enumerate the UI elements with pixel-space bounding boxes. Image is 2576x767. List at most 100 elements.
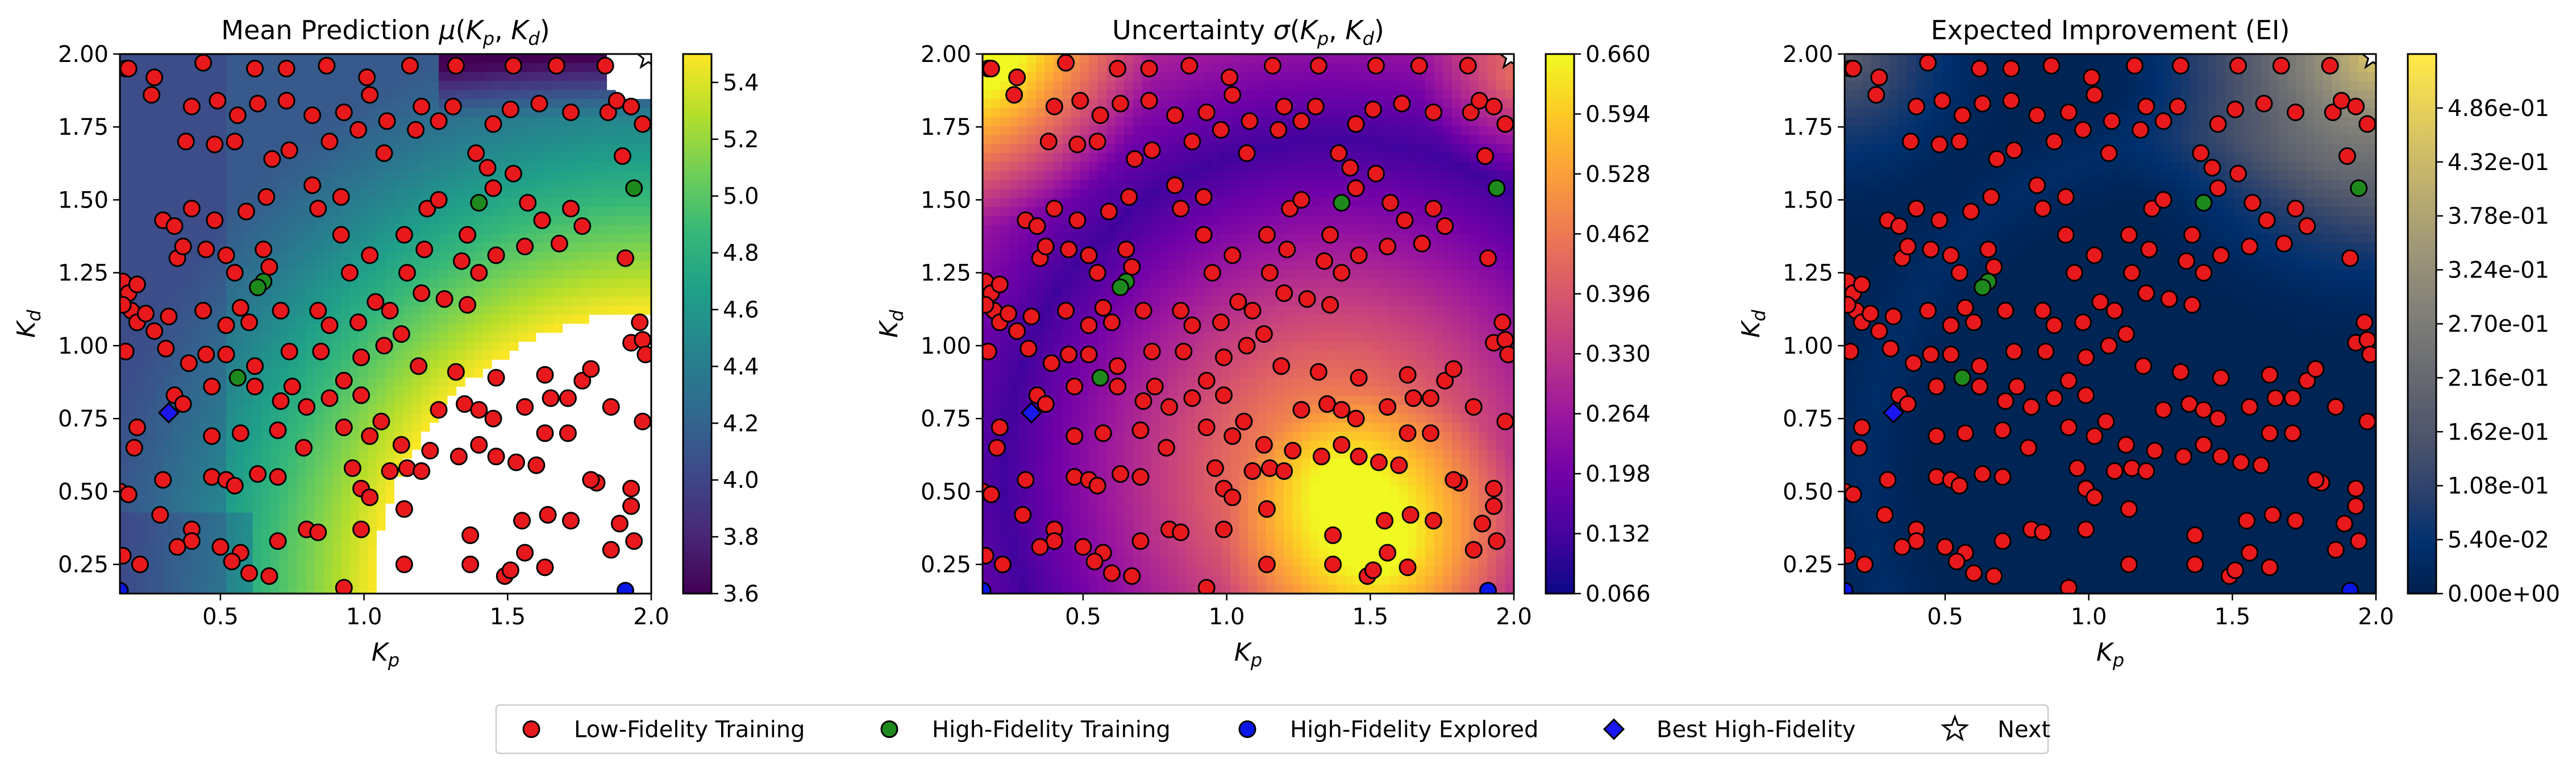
heatmap-cell bbox=[1053, 584, 1063, 594]
heatmap-cell bbox=[1026, 90, 1037, 99]
heatmap-cell bbox=[155, 243, 165, 252]
heatmap-cell bbox=[403, 251, 413, 262]
heatmap-cell bbox=[545, 117, 555, 127]
heatmap-cell bbox=[1018, 234, 1027, 243]
heatmap-cell bbox=[261, 305, 271, 316]
heatmap-cell bbox=[563, 81, 572, 90]
heatmap-cell bbox=[332, 512, 342, 523]
heatmap-cell bbox=[474, 288, 484, 297]
heatmap-cell bbox=[208, 279, 218, 288]
heatmap-cell bbox=[492, 54, 501, 64]
heatmap-cell bbox=[492, 198, 501, 208]
heatmap-cell bbox=[501, 359, 510, 370]
heatmap-cell bbox=[359, 540, 368, 549]
heatmap-cell bbox=[447, 512, 457, 523]
heatmap-cell bbox=[1097, 404, 1107, 414]
heatmap-cell bbox=[430, 566, 439, 576]
heatmap-cell bbox=[607, 566, 617, 576]
heatmap-cell bbox=[598, 81, 607, 90]
heatmap-cell bbox=[270, 413, 280, 424]
heatmap-cell bbox=[306, 548, 315, 558]
heatmap-cell bbox=[1035, 288, 1045, 297]
heatmap-cell bbox=[598, 90, 607, 99]
heatmap-cell bbox=[642, 288, 652, 297]
heatmap-cell bbox=[1000, 251, 1010, 262]
low-fidelity-point bbox=[120, 60, 138, 78]
heatmap-cell bbox=[208, 530, 218, 540]
heatmap-cell bbox=[288, 359, 298, 370]
heatmap-cell bbox=[615, 198, 625, 208]
heatmap-cell bbox=[244, 81, 253, 90]
heatmap-cell bbox=[615, 467, 625, 477]
heatmap-cell bbox=[412, 378, 422, 387]
heatmap-cell bbox=[394, 99, 404, 109]
low-fidelity-point bbox=[223, 553, 241, 571]
heatmap-cell bbox=[536, 161, 546, 172]
heatmap-cell bbox=[235, 512, 244, 523]
heatmap-cell bbox=[536, 333, 546, 342]
heatmap-cell bbox=[518, 270, 528, 280]
heatmap-cell bbox=[1115, 152, 1125, 163]
heatmap-cell bbox=[412, 234, 422, 243]
heatmap-cell bbox=[474, 225, 484, 234]
heatmap-cell bbox=[208, 584, 218, 594]
heatmap-cell bbox=[306, 458, 315, 469]
heatmap-cell bbox=[297, 548, 306, 558]
heatmap-cell bbox=[527, 171, 537, 181]
heatmap-cell bbox=[589, 81, 599, 90]
heatmap-cell bbox=[474, 503, 484, 513]
heatmap-cell bbox=[625, 72, 634, 82]
heatmap-cell bbox=[439, 333, 448, 342]
heatmap-cell bbox=[279, 584, 289, 594]
heatmap-cell bbox=[164, 521, 174, 531]
heatmap-cell bbox=[1097, 495, 1107, 504]
heatmap-cell bbox=[235, 152, 244, 163]
heatmap-cell bbox=[1035, 54, 1045, 64]
heatmap-cell bbox=[465, 63, 475, 73]
heatmap-cell bbox=[1009, 234, 1018, 243]
heatmap-cell bbox=[1018, 548, 1027, 558]
heatmap-cell bbox=[1106, 342, 1116, 351]
heatmap-cell bbox=[430, 548, 439, 558]
heatmap-cell bbox=[385, 404, 395, 414]
heatmap-cell bbox=[589, 432, 599, 441]
heatmap-cell bbox=[607, 260, 617, 271]
heatmap-cell bbox=[350, 495, 360, 504]
heatmap-cell bbox=[474, 512, 484, 523]
heatmap-cell bbox=[1133, 215, 1143, 226]
heatmap-cell bbox=[580, 566, 590, 576]
heatmap-cell bbox=[1089, 152, 1098, 163]
heatmap-cell bbox=[1106, 350, 1116, 360]
heatmap-cell bbox=[554, 305, 563, 316]
heatmap-cell bbox=[314, 152, 324, 163]
heatmap-cell bbox=[173, 512, 182, 523]
heatmap-cell bbox=[1089, 206, 1098, 217]
heatmap-cell bbox=[447, 441, 457, 450]
heatmap-cell bbox=[226, 54, 236, 64]
heatmap-cell bbox=[1018, 575, 1027, 585]
heatmap-cell bbox=[1115, 404, 1125, 414]
heatmap-cell bbox=[447, 566, 457, 576]
heatmap-cell bbox=[182, 495, 192, 504]
heatmap-cell bbox=[456, 413, 466, 424]
heatmap-cell bbox=[385, 243, 395, 252]
heatmap-cell bbox=[492, 225, 501, 234]
heatmap-cell bbox=[430, 171, 439, 181]
heatmap-cell bbox=[563, 333, 572, 342]
low-fidelity-point bbox=[246, 357, 264, 375]
heatmap-cell bbox=[492, 206, 501, 217]
heatmap-cell bbox=[190, 566, 200, 576]
heatmap-cell bbox=[261, 441, 271, 450]
heatmap-cell bbox=[589, 422, 599, 432]
heatmap-cell bbox=[1026, 458, 1037, 469]
heatmap-cell bbox=[501, 180, 510, 189]
heatmap-cell bbox=[474, 476, 484, 486]
heatmap-cell bbox=[536, 171, 546, 181]
low-fidelity-point bbox=[398, 264, 416, 282]
heatmap-cell bbox=[1053, 126, 1063, 135]
heatmap-cell bbox=[501, 288, 510, 297]
heatmap-cell bbox=[261, 359, 271, 370]
heatmap-cell bbox=[598, 575, 607, 585]
heatmap-cell bbox=[1115, 144, 1125, 154]
heatmap-cell bbox=[1133, 458, 1143, 469]
